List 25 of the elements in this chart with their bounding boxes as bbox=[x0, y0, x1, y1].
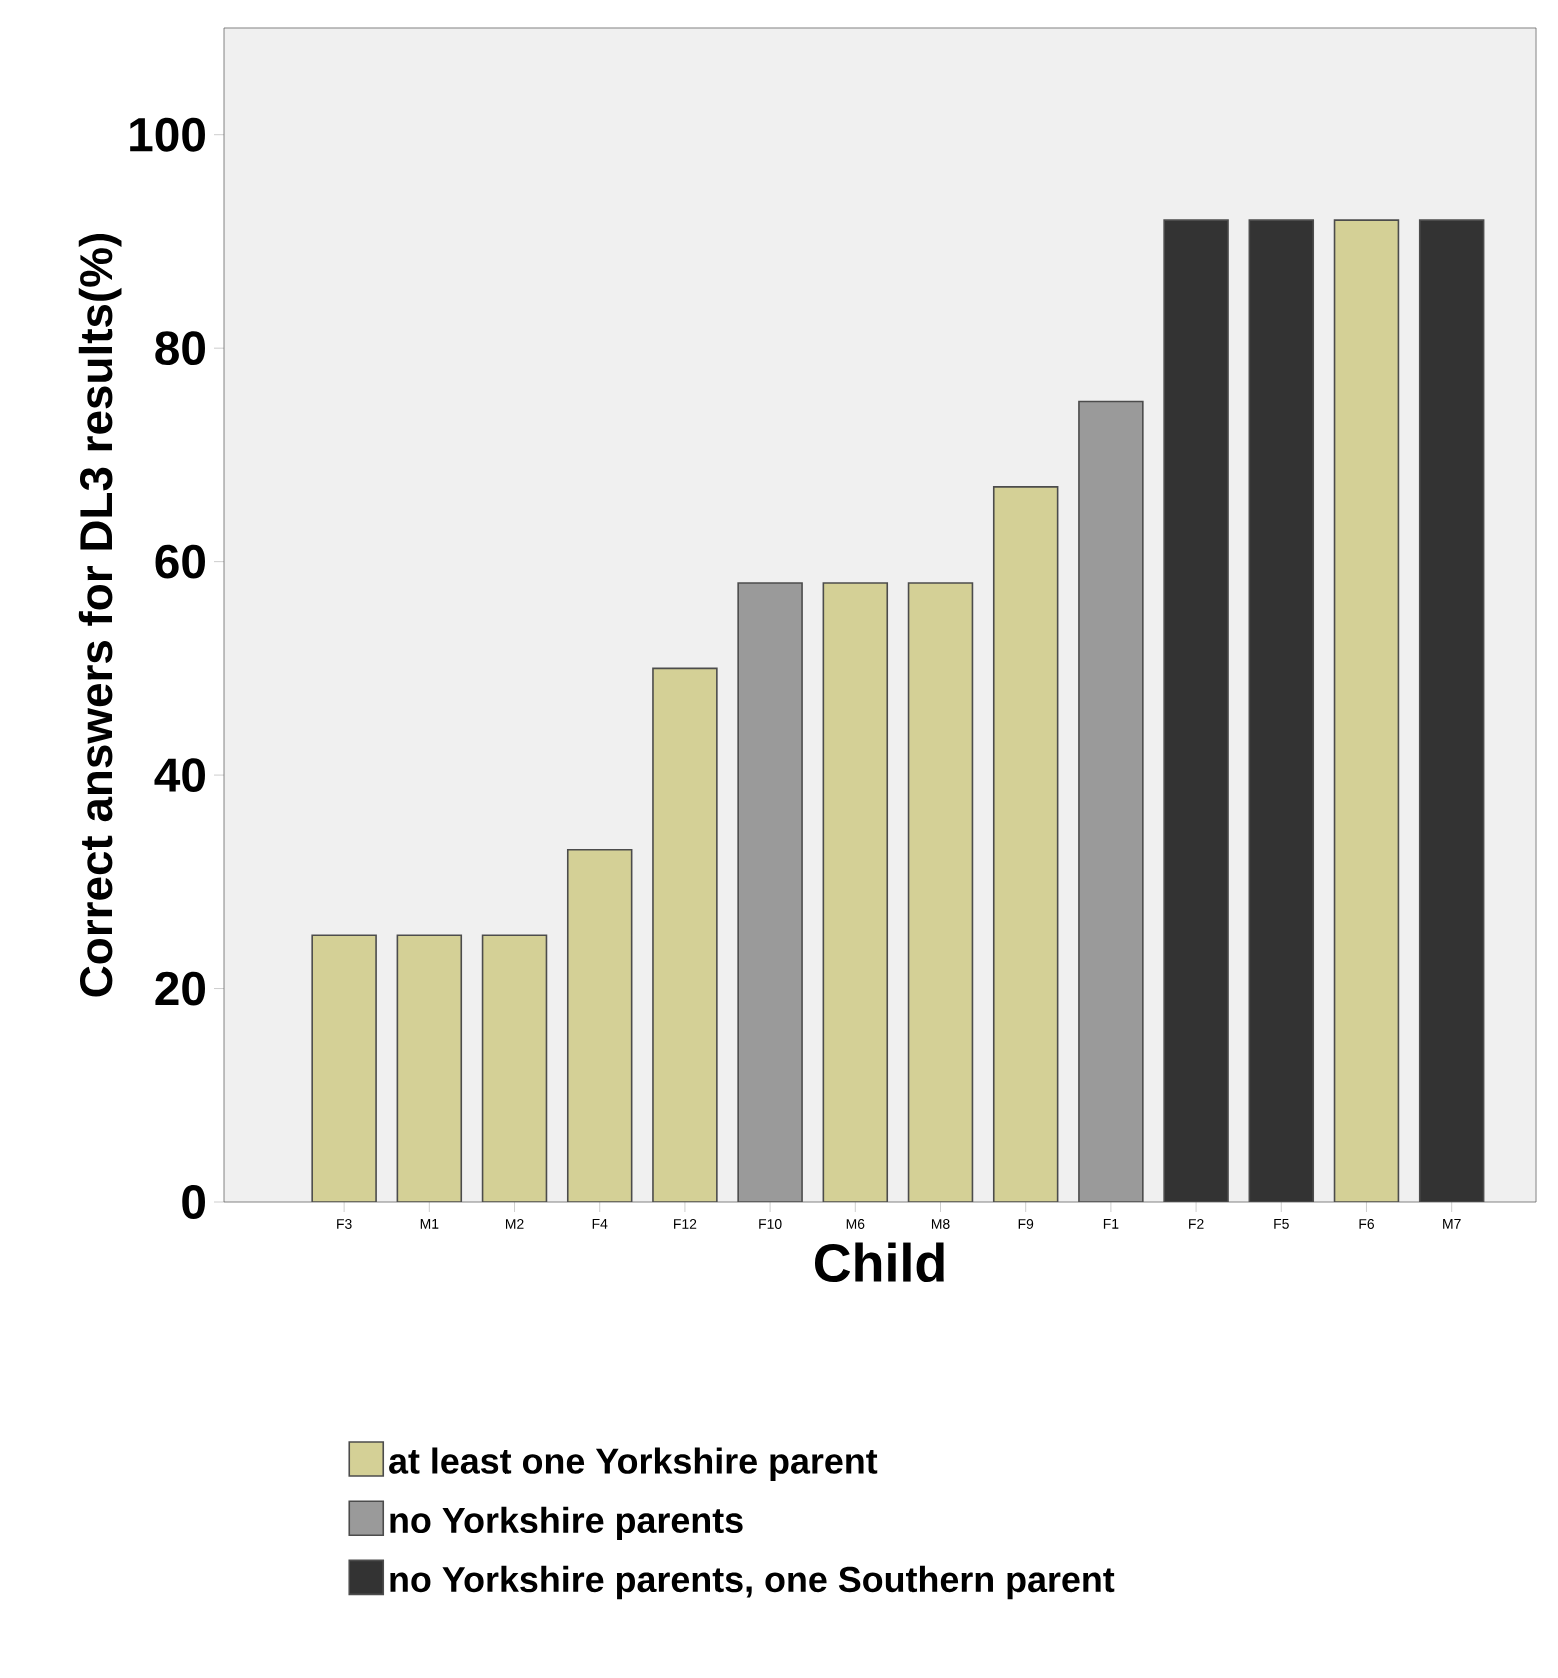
y-axis-title: Correct answers for DL3 results(%) bbox=[78, 234, 122, 997]
bar bbox=[908, 582, 973, 1202]
y-tick-label: 40 bbox=[154, 758, 205, 793]
bar bbox=[652, 668, 717, 1202]
x-axis-title: Child bbox=[814, 1242, 944, 1283]
bar bbox=[1248, 219, 1315, 1202]
bar bbox=[823, 582, 888, 1202]
bar bbox=[482, 935, 547, 1202]
bar bbox=[567, 849, 632, 1202]
bar bbox=[993, 486, 1058, 1202]
bar bbox=[1163, 219, 1229, 1202]
legend-label: no Yorkshire parents bbox=[390, 1506, 743, 1541]
y-tick-label: 0 bbox=[182, 1185, 205, 1219]
legend-label: no Yorkshire parents, one Southern parent bbox=[390, 1565, 1115, 1600]
y-tick-label: 100 bbox=[130, 117, 205, 152]
y-tick-label: 60 bbox=[155, 544, 205, 579]
y-tick-label: 80 bbox=[155, 331, 205, 366]
legend-label: at least one Yorkshire parent bbox=[389, 1447, 878, 1481]
bar bbox=[738, 582, 803, 1202]
y-tick-label: 20 bbox=[155, 971, 205, 1006]
bar bbox=[1418, 219, 1485, 1202]
bar bbox=[1333, 219, 1400, 1202]
bar bbox=[1078, 400, 1144, 1202]
bar bbox=[312, 935, 377, 1202]
bar bbox=[397, 935, 462, 1202]
